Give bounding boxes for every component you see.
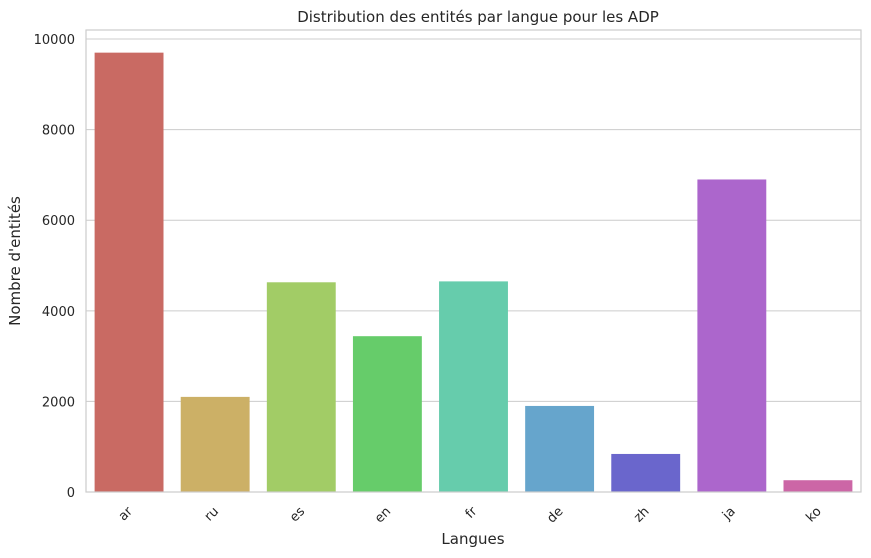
bar-es [266, 282, 336, 492]
y-tick-labels: 0 2000 4000 6000 8000 10000 [34, 33, 75, 501]
bar-ko [783, 480, 853, 492]
bar-en [352, 336, 422, 492]
y-tick-label: 8000 [42, 124, 75, 139]
y-axis-label: Nombre d'entités [6, 196, 24, 326]
y-tick-label: 6000 [42, 214, 75, 229]
bars [94, 52, 853, 492]
x-tick-label-ar: ar [116, 504, 136, 524]
x-tick-label-en: en [372, 504, 394, 526]
x-tick-label-ru: ru [202, 504, 222, 524]
bar-fr [439, 281, 508, 492]
bar-ja [697, 179, 767, 492]
x-tick-label-zh: zh [631, 504, 652, 525]
bar-ar [94, 52, 164, 492]
bar-ru [180, 396, 250, 492]
chart-title: Distribution des entités par langue pour… [297, 8, 659, 26]
x-tick-label-fr: fr [463, 504, 481, 522]
x-tick-label-es: es [287, 504, 308, 525]
x-axis-label: Langues [441, 530, 504, 548]
y-tick-label: 0 [67, 486, 75, 501]
x-tick-label-de: de [544, 504, 566, 526]
y-tick-label: 2000 [42, 395, 75, 410]
bar-zh [611, 453, 681, 492]
y-tick-label: 10000 [34, 33, 75, 48]
plot-frame [85, 29, 862, 493]
x-tick-labels: ar ru es en fr de zh ja ko [116, 504, 825, 527]
x-tick-label-ko: ko [804, 504, 825, 525]
y-tick-label: 4000 [42, 305, 75, 320]
x-tick-label-ja: ja [719, 504, 739, 524]
bar-de [525, 405, 595, 492]
